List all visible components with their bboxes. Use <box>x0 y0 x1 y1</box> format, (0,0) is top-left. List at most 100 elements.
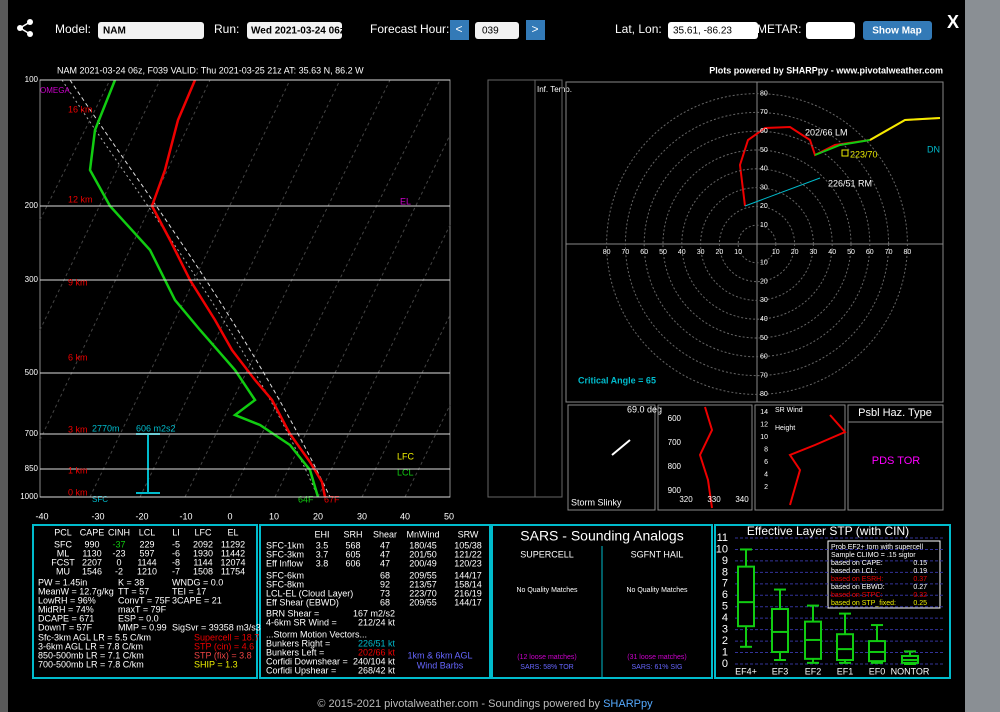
height-label: 16 km <box>68 104 93 114</box>
hodo-ring <box>718 205 796 283</box>
hodo-ring <box>624 111 890 377</box>
stp-y-tick: 1 <box>722 646 728 658</box>
kin-cell: 68 <box>380 597 390 607</box>
temp-label: -20 <box>135 511 148 521</box>
box <box>836 633 854 661</box>
stp-legend-label: based on STPC: <box>831 592 882 599</box>
next-button[interactable] <box>526 20 545 40</box>
footer-text: © 2015-2021 pivotalweather.com - Soundin… <box>317 698 603 710</box>
hour-select[interactable] <box>475 22 519 39</box>
composite: Supercell = 18.7 <box>194 632 259 642</box>
hour-value[interactable]: 039 <box>482 26 499 37</box>
hodo-ring-label: 60 <box>866 249 874 256</box>
stp-category: EF0 <box>869 666 886 676</box>
parcel-cell: -37 <box>112 539 125 549</box>
stp-legend-label: based on CAPE: <box>831 560 883 567</box>
stp-legend-value: 0.32 <box>913 592 927 599</box>
run-value[interactable]: Wed 2021-03-24 06z <box>251 26 345 37</box>
stp-y-tick: 7 <box>722 578 728 590</box>
stp-title: Effective Layer STP (with CIN) <box>747 524 909 538</box>
hodo-ring-label: 40 <box>760 166 768 173</box>
temp-label: -40 <box>35 511 48 521</box>
hodo-ring-label: 40 <box>760 316 768 323</box>
parcel-cell: 1930 <box>193 548 213 558</box>
model-select[interactable] <box>98 22 204 39</box>
index-cell: 3CAPE = 21 <box>172 595 222 605</box>
temp-label: 0 <box>227 511 232 521</box>
theta-p-tick: 800 <box>668 462 682 471</box>
parcel-cell: 2092 <box>193 539 213 549</box>
el-label: EL <box>400 196 411 206</box>
mean-wind-label: 223/70 <box>850 149 878 159</box>
theta-x-tick: 340 <box>735 495 749 504</box>
hodo-ring-label: 80 <box>603 249 611 256</box>
hodo-ring-label: 80 <box>760 391 768 398</box>
parcel-cell: 1210 <box>137 566 157 576</box>
supercell-prob: SARS: 58% TOR <box>520 664 573 671</box>
model-label: Model: <box>55 22 91 36</box>
rm-label: 226/51 RM <box>828 178 872 188</box>
stp-legend-value: 0.37 <box>913 576 927 583</box>
parcel-cell: 229 <box>139 539 154 549</box>
prev-button[interactable] <box>450 20 469 40</box>
index-cell: maxT = 79F <box>118 604 167 614</box>
eff-srh-label: 606 m2s2 <box>136 423 176 433</box>
kin-cell: 209/55 <box>409 570 437 580</box>
parcel-cell: -8 <box>172 557 180 567</box>
latlon-value[interactable]: 35.61, -86.23 <box>673 26 732 37</box>
index-cell: MMP = 0.99 <box>118 622 167 632</box>
kin-label: BRN Shear = <box>266 608 319 618</box>
footer-link[interactable]: SHARPpy <box>603 698 653 710</box>
hodo-ring <box>606 93 908 395</box>
hodo-ring-label: 50 <box>760 147 768 154</box>
kin-cell: 144/17 <box>454 570 482 580</box>
share-icon[interactable] <box>17 19 33 37</box>
kin-cell: 213/57 <box>409 579 437 589</box>
lapse-rate: Sfc-3km AGL LR = 5.5 C/km <box>38 632 151 642</box>
stp-legend <box>827 540 941 609</box>
pressure-label: 700 <box>25 429 39 438</box>
critical-angle: Critical Angle = 65 <box>578 375 656 385</box>
srwind-title: SR Wind <box>775 407 803 414</box>
height-label: 1 km <box>68 465 88 475</box>
inf-temp-label: Inf. Temp. <box>537 85 572 94</box>
composite: STP (cin) = 4.6 <box>194 641 254 651</box>
index-cell: MidRH = 74% <box>38 604 94 614</box>
kin-header: EHI <box>314 529 329 539</box>
hodo-ring-label: 20 <box>791 249 799 256</box>
lapse-rate: 3-6km AGL LR = 7.8 C/km <box>38 641 143 651</box>
kin-cell: 144/17 <box>454 597 482 607</box>
stp-category: EF3 <box>772 666 789 676</box>
latlon-input[interactable] <box>668 22 758 39</box>
bunkers-right-vector <box>744 177 821 207</box>
kin-cell: 606 <box>345 558 360 568</box>
show-map-button[interactable] <box>863 21 932 40</box>
pressure-label: 300 <box>25 275 39 284</box>
parcel-header: CAPE <box>80 527 105 537</box>
temp-label: 50 <box>444 511 454 521</box>
hodo-ring-label: 30 <box>760 297 768 304</box>
height-label: 9 km <box>68 277 88 287</box>
index-cell: DownT = 57F <box>38 622 93 632</box>
parcel-cell: 1144 <box>137 557 156 567</box>
show-map-text[interactable]: Show Map <box>872 26 921 37</box>
pressure-label: 1000 <box>20 492 38 501</box>
hodo-ring-label: 70 <box>760 109 768 116</box>
dewpoint-profile <box>88 79 320 498</box>
next-text[interactable]: > <box>531 22 538 36</box>
kin-cell: 47 <box>380 558 390 568</box>
supercell-loose: (12 loose matches) <box>517 654 577 661</box>
parcel-header: LCL <box>139 527 156 537</box>
run-select[interactable] <box>247 22 342 39</box>
motion-value: 202/66 kt <box>358 647 396 657</box>
index-cell: TEI = 17 <box>172 586 206 596</box>
parcel-cell: ML <box>57 548 70 558</box>
index-cell: WNDG = 0.0 <box>172 577 223 587</box>
stp-y-tick: 0 <box>722 658 728 670</box>
srwind-tick: 6 <box>764 459 768 466</box>
prev-text[interactable]: < <box>455 22 462 36</box>
model-value[interactable]: NAM <box>103 26 126 37</box>
close-button[interactable]: X <box>947 12 959 32</box>
kin-cell: 3.8 <box>316 558 329 568</box>
metar-input[interactable] <box>806 22 855 39</box>
